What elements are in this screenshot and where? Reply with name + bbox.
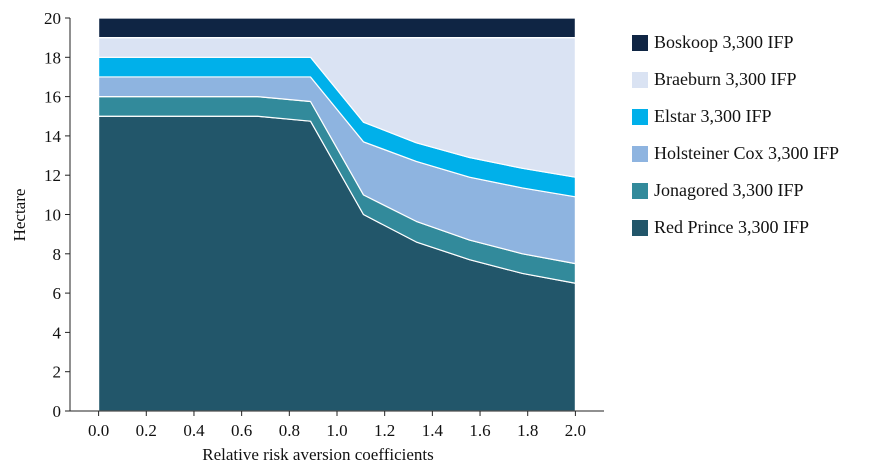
y-tick-label: 2 xyxy=(53,363,62,382)
legend-label: Boskoop 3,300 IFP xyxy=(654,32,794,52)
y-tick-label: 6 xyxy=(53,284,62,303)
chart-legend: Boskoop 3,300 IFP Braeburn 3,300 IFP Elsta… xyxy=(632,24,839,246)
legend-swatch xyxy=(632,182,648,199)
x-tick-label: 1.8 xyxy=(517,421,538,440)
chart-areas xyxy=(98,17,576,412)
y-tick-label: 10 xyxy=(44,206,61,225)
legend-item: Red Prince 3,300 IFP xyxy=(632,209,839,246)
legend-swatch xyxy=(632,219,648,236)
x-tick-label: 1.6 xyxy=(469,421,490,440)
legend-swatch xyxy=(632,71,648,88)
x-tick-label: 0.2 xyxy=(136,421,157,440)
chart-axes: 0 2 4 6 8 10 12 14 16 18 20 0.0 0.2 0.4 0.6 0.8 1.0 1.2 1.… xyxy=(44,9,604,440)
x-tick-label: 0.0 xyxy=(88,421,109,440)
legend-swatch xyxy=(632,145,648,162)
area-series-5 xyxy=(98,17,576,39)
x-tick-label: 0.6 xyxy=(231,421,252,440)
y-tick-label: 16 xyxy=(44,88,61,107)
y-tick-label: 4 xyxy=(53,323,62,342)
legend-swatch xyxy=(632,34,648,51)
y-tick-label: 20 xyxy=(44,9,61,28)
x-tick-label: 1.0 xyxy=(326,421,347,440)
legend-item: Elstar 3,300 IFP xyxy=(632,98,839,135)
legend-item: Braeburn 3,300 IFP xyxy=(632,61,839,98)
x-tick-label: 1.2 xyxy=(374,421,395,440)
legend-swatch xyxy=(632,108,648,125)
y-tick-label: 12 xyxy=(44,166,61,185)
legend-label: Elstar 3,300 IFP xyxy=(654,106,772,126)
legend-label: Red Prince 3,300 IFP xyxy=(654,217,809,237)
y-tick-label: 18 xyxy=(44,48,61,67)
y-tick-label: 0 xyxy=(53,402,62,421)
legend-label: Jonagored 3,300 IFP xyxy=(654,180,804,200)
legend-item: Jonagored 3,300 IFP xyxy=(632,172,839,209)
x-tick-label: 0.8 xyxy=(279,421,300,440)
legend-label: Holsteiner Cox 3,300 IFP xyxy=(654,143,840,163)
x-tick-label: 0.4 xyxy=(183,421,205,440)
legend-item: Boskoop 3,300 IFP xyxy=(632,24,839,61)
y-tick-label: 8 xyxy=(53,245,62,264)
y-tick-label: 14 xyxy=(44,127,62,146)
y-axis-title: Hectare xyxy=(10,189,29,242)
x-axis-title: Relative risk aversion coefficients xyxy=(202,445,433,464)
legend-label: Braeburn 3,300 IFP xyxy=(654,69,797,89)
x-tick-label: 1.4 xyxy=(422,421,444,440)
x-tick-label: 2.0 xyxy=(565,421,586,440)
legend-item: Holsteiner Cox 3,300 IFP xyxy=(632,135,839,172)
